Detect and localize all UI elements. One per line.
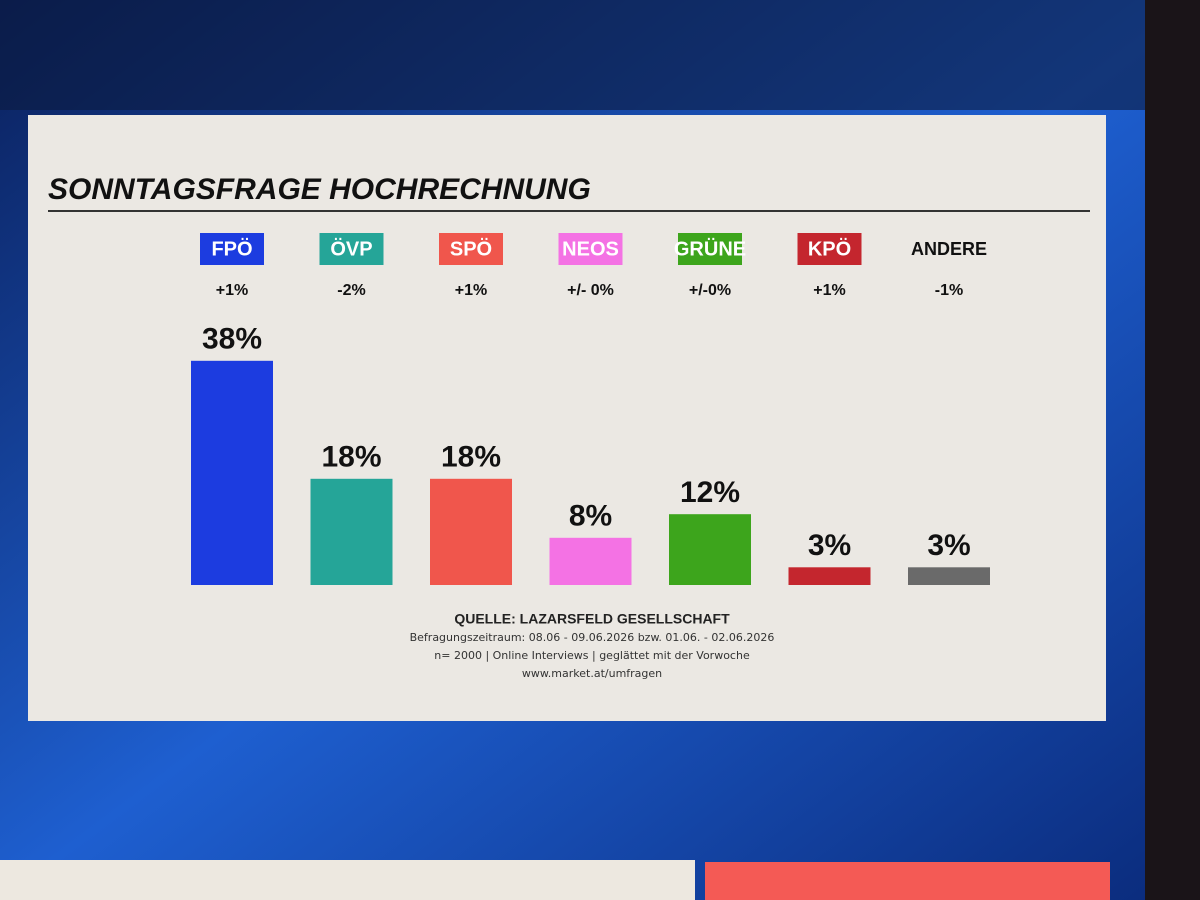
x-tick-label: ANDERE	[911, 239, 987, 259]
note: n= 2000 | Online Interviews | geglättet …	[434, 649, 750, 662]
bar	[549, 537, 632, 585]
change-label: -1%	[935, 282, 963, 299]
value-label: 3%	[808, 529, 851, 562]
party-badge	[319, 233, 384, 265]
bar	[788, 567, 871, 585]
value-label: 12%	[680, 476, 740, 509]
x-tick-label: FPÖ	[211, 237, 252, 260]
change-label: -2%	[337, 282, 365, 299]
change-label: +1%	[813, 282, 845, 299]
x-tick-label: ÖVP	[330, 237, 372, 260]
lower-red-panel	[705, 862, 1110, 900]
change-label: +/- 0%	[567, 282, 614, 299]
x-tick-label: GRÜNE	[674, 237, 746, 260]
x-tick-label: SPÖ	[450, 237, 492, 260]
change-label: +1%	[216, 282, 248, 299]
party-badge	[200, 233, 264, 265]
value-label: 3%	[927, 529, 970, 562]
source: QUELLE: LAZARSFELD GESELLSCHAFT	[454, 611, 730, 627]
bar	[191, 360, 273, 585]
x-tick-label: NEOS	[562, 238, 619, 260]
top-shade	[0, 0, 1200, 110]
value-label: 18%	[321, 441, 381, 474]
party-badge	[678, 233, 742, 265]
chart-title: SONNTAGSFRAGE HOCHRECHNUNG	[48, 173, 591, 206]
bar	[430, 478, 512, 585]
value-label: 38%	[202, 323, 262, 356]
change-label: +/-0%	[689, 282, 731, 299]
x-tick-label: KPÖ	[808, 237, 851, 260]
change-label: +1%	[455, 282, 487, 299]
party-badge	[439, 233, 503, 265]
note: Befragungszeitraum: 08.06 - 09.06.2026 b…	[410, 631, 775, 644]
note: www.market.at/umfragen	[522, 667, 662, 680]
lower-panel	[0, 860, 695, 900]
screen-edge	[1145, 0, 1200, 900]
bar	[908, 567, 990, 585]
value-label: 18%	[441, 441, 501, 474]
bar	[310, 478, 393, 585]
party-badge	[558, 233, 623, 265]
value-label: 8%	[569, 500, 612, 533]
party-badge	[797, 233, 862, 265]
bar	[669, 514, 751, 585]
